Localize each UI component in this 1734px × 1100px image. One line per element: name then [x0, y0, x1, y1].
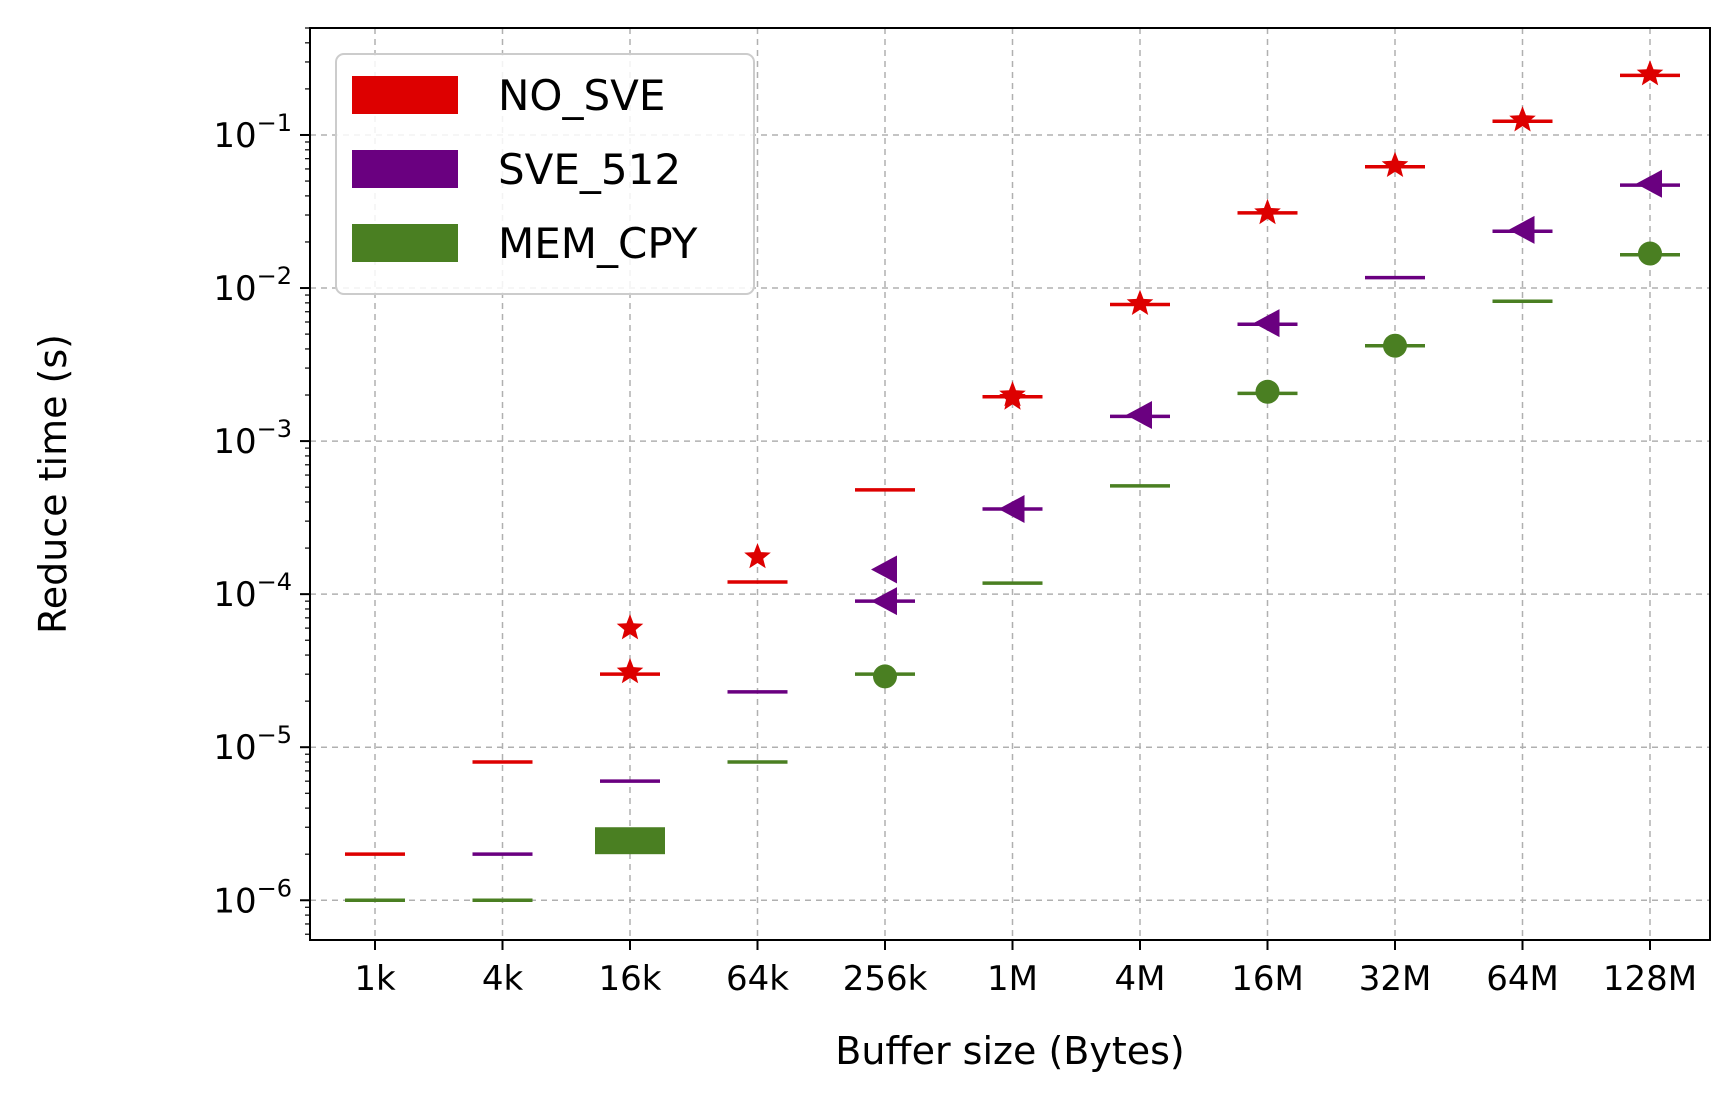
- data-point: [616, 658, 644, 684]
- data-point: [998, 495, 1025, 524]
- x-tick-label: 1M: [987, 959, 1038, 999]
- data-point: [871, 555, 897, 584]
- x-axis: 1k 4k 16k 64k 256k 1M 4M 16M 32M 64M 128M: [354, 940, 1697, 999]
- legend-label: MEM_CPY: [498, 219, 698, 268]
- data-point: [1636, 169, 1662, 198]
- plot-area: [345, 60, 1680, 903]
- data-point: [871, 587, 897, 616]
- y-tick-label: 10−6: [213, 874, 292, 921]
- data-point: [999, 384, 1026, 410]
- y-minor-ticks: [305, 27, 310, 935]
- x-tick-label: 16M: [1231, 959, 1304, 999]
- y-tick-label: 10−3: [213, 415, 292, 462]
- data-point: [1383, 333, 1407, 358]
- x-tick-label: 16k: [599, 959, 662, 999]
- y-tick-label: 10−2: [213, 262, 292, 309]
- data-point: [1254, 198, 1281, 225]
- data-point: [1638, 241, 1662, 266]
- x-tick-label: 64k: [726, 959, 789, 999]
- x-tick-label: 4k: [482, 959, 524, 999]
- plot-frame: [309, 27, 1711, 941]
- x-tick-label: 4M: [1115, 959, 1166, 999]
- data-point: [1126, 289, 1154, 315]
- data-point: [1255, 379, 1280, 404]
- x-tick-label: 64M: [1486, 959, 1559, 999]
- data-point: [1636, 60, 1664, 86]
- legend-swatch: [352, 76, 458, 114]
- legend-swatch: [352, 224, 458, 262]
- data-point: [744, 543, 771, 569]
- x-tick-label: 256k: [843, 959, 928, 999]
- data-point: [1508, 215, 1535, 244]
- legend-swatch: [352, 150, 458, 188]
- data-point: [873, 664, 897, 689]
- y-tick-label: 10−1: [213, 109, 292, 156]
- x-tick-label: 128M: [1603, 959, 1697, 999]
- data-point: [1381, 151, 1409, 177]
- y-tick-label: 10−5: [213, 721, 292, 768]
- legend: NO_SVE SVE_512 MEM_CPY: [335, 53, 755, 295]
- data-point: [1126, 401, 1152, 430]
- legend-label: NO_SVE: [498, 71, 665, 120]
- x-axis-label: Buffer size (Bytes): [835, 1029, 1184, 1073]
- y-axis-label: Reduce time (s): [31, 334, 75, 634]
- data-point: [1253, 309, 1280, 338]
- y-axis: 10−6 10−5 10−4 10−3 10−2 10−1: [213, 109, 310, 921]
- x-tick-label: 1k: [354, 959, 396, 999]
- x-tick-label: 32M: [1359, 959, 1432, 999]
- y-tick-label: 10−4: [213, 568, 292, 615]
- data-point: [616, 614, 644, 640]
- data-point: [1509, 106, 1536, 132]
- legend-label: SVE_512: [498, 145, 681, 194]
